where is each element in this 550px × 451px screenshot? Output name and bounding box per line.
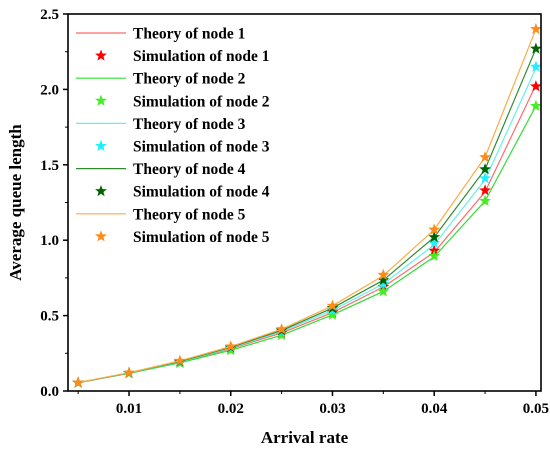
axis-ticks: 0.01 0.02 0.03 0.04 0.05 0.0 0.5 1.0 1.5 2.0 2.5 — [40, 7, 549, 417]
legend-label: Simulation of node 2 — [133, 93, 270, 110]
legend-item: Simulation of node 4 — [95, 184, 270, 201]
data-point — [428, 237, 441, 249]
legend-item: Theory of node 1 — [76, 26, 245, 43]
legend-item: Theory of node 5 — [76, 206, 246, 223]
x-tick-label: 0.02 — [218, 401, 244, 417]
y-tick-label: 2.5 — [40, 7, 59, 23]
legend-star-swatch — [95, 185, 107, 197]
y-axis-label: Average queue length — [6, 124, 25, 281]
legend-item: Theory of node 4 — [76, 161, 246, 178]
legend-star-swatch — [95, 94, 107, 106]
y-tick-label: 1.0 — [40, 233, 59, 249]
x-axis-label: Arrival rate — [261, 428, 349, 447]
data-point — [530, 80, 542, 92]
data-point — [428, 223, 441, 235]
data-point — [377, 273, 390, 286]
y-tick-label: 0.5 — [40, 309, 59, 325]
legend-label: Theory of node 4 — [133, 161, 246, 178]
data-point — [428, 249, 441, 262]
data-point — [377, 268, 390, 280]
legend-label: Simulation of node 1 — [133, 48, 270, 65]
legend-star-swatch — [95, 139, 107, 152]
legend-label: Simulation of node 5 — [133, 229, 270, 246]
data-point — [479, 172, 491, 184]
x-tick-label: 0.04 — [421, 401, 448, 417]
data-point — [530, 42, 542, 54]
series-line — [78, 28, 537, 384]
legend-item: Theory of node 3 — [76, 116, 246, 133]
legend-label: Theory of node 2 — [133, 71, 246, 88]
data-point — [479, 151, 491, 163]
legend-star-swatch — [95, 49, 107, 61]
data-point — [326, 299, 339, 311]
series-simulation-of-node-5 — [72, 22, 542, 388]
data-point — [479, 194, 491, 207]
x-tick-label: 0.01 — [116, 401, 142, 417]
legend: Theory of node 1 Simulation of node 1 Theo… — [76, 26, 270, 246]
legend-item: Simulation of node 5 — [95, 229, 270, 246]
data-point — [530, 60, 542, 72]
data-point — [530, 22, 542, 35]
legend-star-swatch — [95, 230, 107, 242]
y-tick-label: 2.0 — [40, 82, 59, 98]
data-point — [275, 322, 288, 335]
data-point — [530, 99, 542, 111]
data-point — [479, 163, 491, 175]
data-point — [377, 285, 390, 297]
data-point — [326, 308, 339, 320]
legend-label: Simulation of node 3 — [133, 139, 270, 156]
data-point — [377, 277, 390, 289]
x-tick-label: 0.05 — [523, 401, 549, 417]
data-point — [428, 230, 441, 243]
legend-item: Simulation of node 1 — [95, 48, 270, 65]
legend-label: Theory of node 5 — [133, 206, 246, 223]
legend-item: Simulation of node 2 — [95, 93, 270, 110]
data-point — [174, 354, 186, 366]
legend-label: Theory of node 3 — [133, 116, 246, 133]
x-tick-label: 0.03 — [319, 401, 345, 417]
data-point — [275, 329, 288, 341]
series-theory-of-node-5 — [78, 28, 537, 384]
y-tick-label: 1.5 — [40, 158, 59, 174]
legend-label: Theory of node 1 — [133, 26, 245, 43]
legend-label: Simulation of node 4 — [133, 184, 270, 201]
legend-item: Theory of node 2 — [76, 71, 246, 88]
legend-item: Simulation of node 3 — [95, 139, 270, 156]
plot-series — [72, 22, 542, 388]
data-point — [224, 340, 237, 352]
data-point — [479, 184, 491, 196]
y-tick-label: 0.0 — [40, 384, 59, 400]
data-point — [123, 366, 135, 378]
data-point — [72, 376, 85, 388]
